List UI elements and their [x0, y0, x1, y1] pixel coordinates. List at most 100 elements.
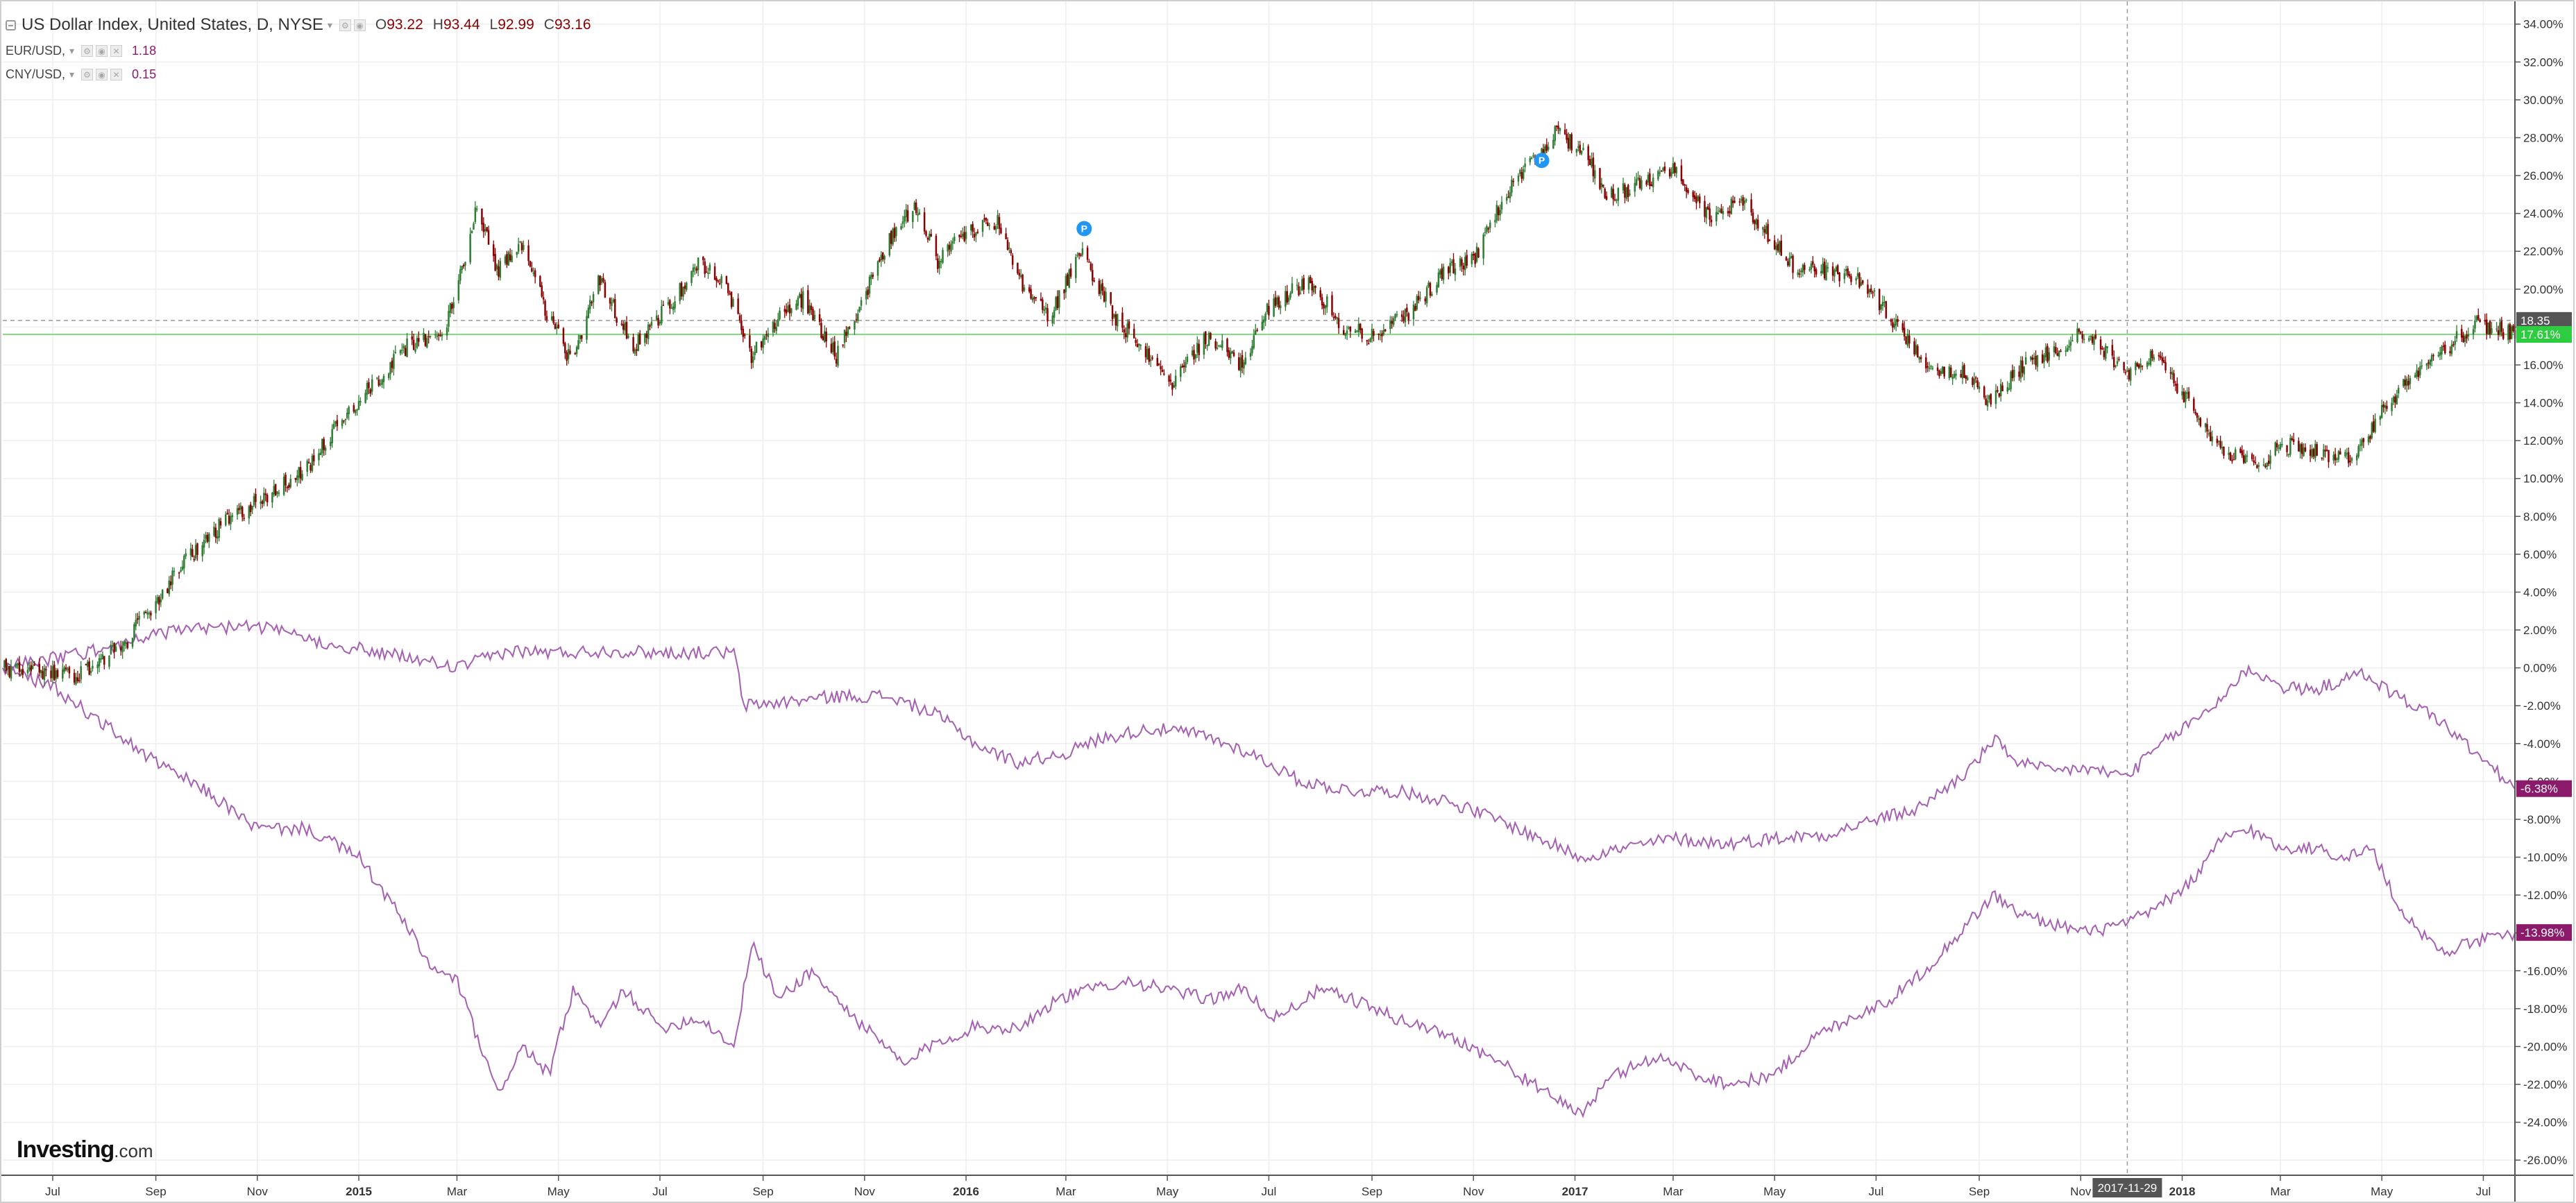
- candle-body: [180, 570, 182, 572]
- candle-body: [2276, 443, 2278, 447]
- candle-body: [2409, 378, 2412, 384]
- series-line[interactable]: [2, 619, 2516, 863]
- candle-body: [1454, 268, 1457, 275]
- candle-body: [1185, 361, 1187, 368]
- candle-body: [2332, 454, 2334, 461]
- candle-body: [800, 293, 802, 308]
- candle-body: [1512, 180, 1515, 182]
- candle-body: [382, 375, 385, 382]
- candle-body: [1873, 290, 1876, 292]
- hide-icon[interactable]: ◉: [96, 68, 108, 80]
- chevron-down-icon[interactable]: ▾: [69, 68, 75, 80]
- candle-body: [1785, 257, 1788, 261]
- collapse-legend-icon[interactable]: [6, 19, 16, 31]
- candle-body: [364, 393, 366, 403]
- candle-body: [85, 664, 87, 665]
- hide-icon[interactable]: ◉: [353, 19, 366, 31]
- candle-body: [1311, 280, 1313, 291]
- candle-body: [2083, 339, 2085, 341]
- series-line[interactable]: [2, 665, 2516, 1118]
- candle-body: [1680, 165, 1683, 182]
- price-axis[interactable]: 34.00% 32.00% 30.00% 28.00% 26.00% 24.00% 22.0…: [2515, 18, 2567, 1167]
- candle-body: [672, 306, 675, 310]
- candle-body: [1905, 336, 1907, 344]
- time-axis[interactable]: Jul Sep Nov 2015 Mar May Jul Sep Nov 2016 Mar May Ju…: [45, 1175, 2491, 1198]
- candle-body: [2404, 379, 2407, 386]
- candle-body: [1860, 282, 1863, 286]
- candle-body: [2455, 331, 2458, 339]
- y-tick-label: 12.00%: [2523, 434, 2564, 447]
- candle-body: [1660, 171, 1663, 172]
- candle-body: [276, 491, 278, 494]
- chevron-down-icon[interactable]: ▾: [327, 19, 332, 31]
- candle-body: [1031, 297, 1034, 300]
- event-marker-icon[interactable]: [1534, 153, 1550, 169]
- candle-body: [795, 303, 797, 310]
- candle-body: [121, 646, 124, 653]
- candle-body: [62, 669, 64, 679]
- series-controls: ⚙ ◉ ✕: [81, 44, 123, 57]
- candle-body: [2419, 366, 2421, 375]
- candle-body: [858, 307, 861, 312]
- candle-body: [1206, 345, 1208, 346]
- candle-body: [1168, 375, 1170, 382]
- event-markers[interactable]: PP: [1076, 153, 1550, 237]
- candle-body: [855, 319, 858, 321]
- candle-body: [637, 334, 640, 352]
- candle-body: [113, 642, 115, 652]
- candle-body: [1554, 126, 1556, 142]
- hide-icon[interactable]: ◉: [96, 44, 108, 57]
- candle-body: [230, 515, 232, 524]
- candle-body: [424, 334, 427, 346]
- candle-body: [427, 336, 430, 338]
- candle-body: [1151, 357, 1153, 359]
- candle-body: [1908, 335, 1910, 344]
- settings-icon[interactable]: ⚙: [81, 68, 94, 80]
- candle-body: [387, 373, 390, 378]
- settings-icon[interactable]: ⚙: [81, 44, 94, 57]
- candle-body: [1394, 314, 1396, 318]
- candle-body: [248, 506, 251, 519]
- compare-symbol-name[interactable]: EUR/USD,: [6, 43, 66, 58]
- candle-body: [679, 283, 681, 301]
- candle-body: [1382, 330, 1385, 334]
- candle-body: [2325, 450, 2328, 451]
- candle-body: [2264, 466, 2266, 468]
- candle-body: [449, 302, 452, 314]
- candle-body: [1530, 157, 1533, 159]
- candle-body: [825, 332, 827, 342]
- candle-body: [754, 352, 756, 355]
- candle-body: [369, 389, 372, 394]
- chevron-down-icon[interactable]: ▾: [69, 44, 75, 56]
- candle-body: [2274, 442, 2277, 456]
- close-icon[interactable]: ✕: [110, 44, 123, 57]
- compare-symbol-name[interactable]: CNY/USD,: [6, 67, 66, 81]
- main-symbol-title[interactable]: US Dollar Index, United States, D, NYSE: [22, 15, 323, 34]
- candle-body: [2115, 366, 2117, 367]
- candle-body: [1810, 263, 1813, 270]
- candle-body: [437, 334, 440, 336]
- candle-body: [319, 452, 322, 456]
- candle-body: [1239, 357, 1242, 371]
- candle-body: [473, 223, 475, 230]
- candle-body: [2405, 378, 2408, 386]
- candle-body: [181, 566, 184, 570]
- candle-body: [457, 280, 460, 300]
- candle-body: [1500, 202, 1503, 210]
- candle-body: [1237, 357, 1240, 370]
- candle-body: [1124, 333, 1127, 337]
- candle-body: [2123, 362, 2125, 370]
- event-marker-icon[interactable]: [1076, 221, 1092, 237]
- candle-body: [998, 216, 1001, 229]
- candle-body: [2211, 436, 2213, 442]
- candle-body: [286, 486, 289, 488]
- x-tick-label: Nov: [2070, 1185, 2092, 1198]
- close-icon[interactable]: ✕: [110, 68, 123, 80]
- candle-body: [1323, 303, 1325, 309]
- candle-body: [1975, 377, 1977, 379]
- settings-icon[interactable]: ⚙: [339, 19, 351, 31]
- candle-body: [1878, 289, 1881, 310]
- candle-body: [1228, 350, 1230, 358]
- y-tick-label: 6.00%: [2523, 548, 2557, 561]
